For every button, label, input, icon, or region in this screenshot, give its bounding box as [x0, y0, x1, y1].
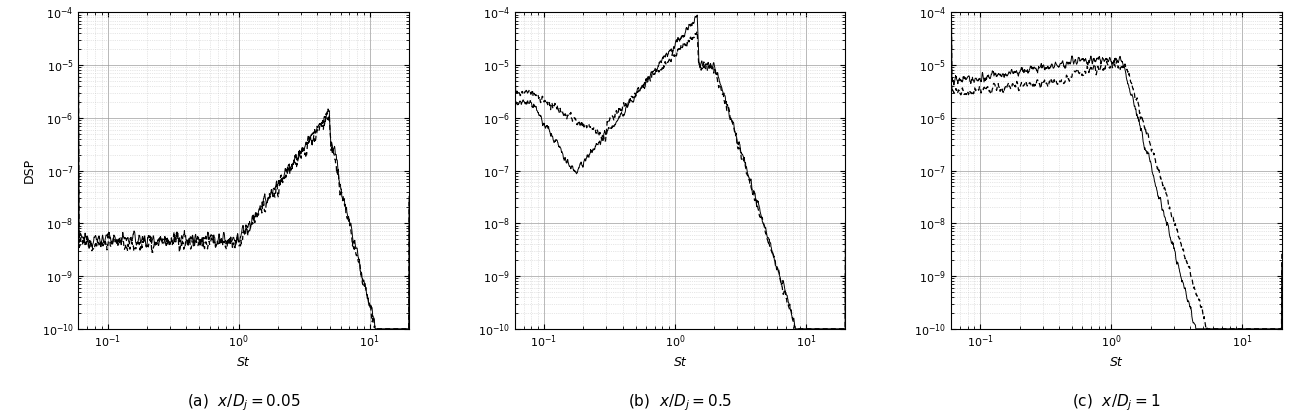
X-axis label: St: St	[674, 356, 687, 369]
Y-axis label: DSP: DSP	[24, 158, 35, 183]
Text: (a)  $x/D_j = 0.05$: (a) $x/D_j = 0.05$	[187, 392, 301, 411]
Text: (c)  $x/D_j = 1$: (c) $x/D_j = 1$	[1073, 392, 1160, 411]
X-axis label: St: St	[237, 356, 250, 369]
Text: (b)  $x/D_j = 0.5$: (b) $x/D_j = 0.5$	[628, 392, 732, 411]
X-axis label: St: St	[1110, 356, 1124, 369]
